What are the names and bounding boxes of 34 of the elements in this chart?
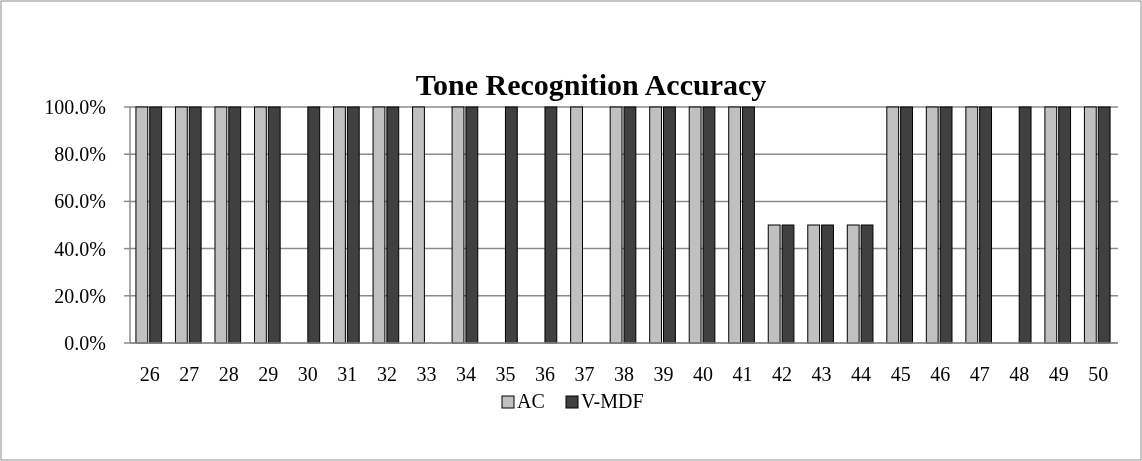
- x-tick-label: 39: [653, 363, 674, 385]
- x-tick-label: 29: [258, 363, 279, 385]
- y-tick-label: 0.0%: [64, 332, 106, 354]
- chart-title: Tone Recognition Accuracy: [415, 68, 767, 101]
- legend-label: AC: [517, 390, 545, 412]
- x-tick-label: 35: [495, 363, 516, 385]
- x-tick-label: 26: [139, 363, 160, 385]
- y-tick-label: 80.0%: [54, 143, 106, 166]
- legend-label: V-MDF: [581, 390, 644, 412]
- x-tick-label: 48: [1009, 363, 1030, 385]
- x-tick-label: 41: [732, 363, 753, 385]
- y-tick-label: 40.0%: [54, 237, 106, 260]
- x-tick-label: 31: [337, 363, 358, 385]
- y-tick-label: 20.0%: [54, 284, 106, 307]
- x-tick-label: 42: [772, 363, 793, 385]
- x-tick-label: 44: [851, 363, 872, 385]
- x-tick-label: 30: [297, 363, 318, 385]
- x-tick-label: 32: [376, 363, 397, 385]
- x-tick-label: 38: [614, 363, 634, 385]
- x-tick-label: 50: [1088, 363, 1109, 385]
- x-tick-label: 49: [1048, 363, 1069, 385]
- y-tick-label: 60.0%: [54, 190, 106, 213]
- x-tick-label: 45: [890, 363, 911, 385]
- x-tick-label: 28: [218, 363, 239, 385]
- x-tick-label: 43: [811, 363, 832, 385]
- x-tick-label: 37: [574, 363, 595, 385]
- x-tick-label: 36: [534, 363, 555, 385]
- x-tick-label: 27: [179, 363, 200, 385]
- x-tick-label: 46: [930, 363, 951, 385]
- x-tick-label: 34: [455, 363, 476, 385]
- x-tick-label: 40: [693, 363, 714, 385]
- y-tick-label: 100.0%: [44, 96, 106, 118]
- x-tick-label: 47: [969, 363, 990, 385]
- x-tick-label: 33: [416, 363, 437, 385]
